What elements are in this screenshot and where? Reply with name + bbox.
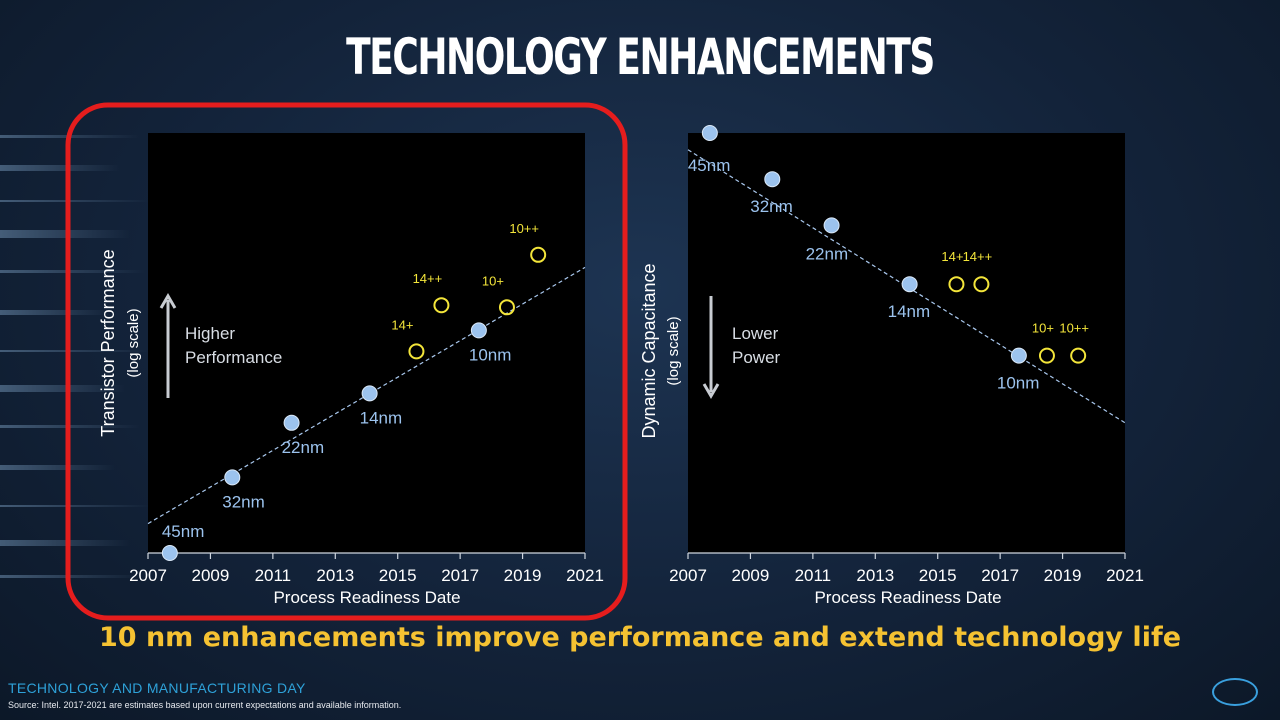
x-tick-label: 2009 <box>192 566 230 585</box>
x-tick-label: 2011 <box>255 566 292 585</box>
plot-area <box>148 133 585 553</box>
direction-indicator: Lower Power <box>702 296 781 399</box>
node-label-14nm: 14nm <box>360 408 403 427</box>
x-ticks: 2007 2009 2011 2013 2015 2017 2019 2021 <box>129 553 604 585</box>
node-point-14nm <box>901 276 918 293</box>
enhancement-label-10++: 10++ <box>509 221 539 236</box>
x-tick-label: 2021 <box>566 566 604 585</box>
x-tick-label: 2007 <box>129 566 167 585</box>
dynamic-capacitance-chart: 2007 2009 2011 2013 2015 2017 2019 2021 Lower P… <box>639 125 1144 607</box>
node-label-22nm: 22nm <box>282 438 325 457</box>
x-tick-label: 2017 <box>981 566 1019 585</box>
node-point-22nm <box>283 414 300 431</box>
enhancement-point-10++ <box>1070 347 1087 364</box>
x-tick-label: 2013 <box>316 566 354 585</box>
y-axis-title: Dynamic Capacitance <box>639 263 659 438</box>
enhancement-label-14+: 14+ <box>391 317 413 332</box>
enhancement-label-10+: 10+ <box>1032 321 1054 336</box>
node-point-10nm <box>470 322 487 339</box>
node-point-22nm <box>823 217 840 234</box>
direction-label-line2: Power <box>732 348 781 367</box>
y-axis-title: Transistor Performance <box>98 249 118 436</box>
enhancement-label-14++: 14++ <box>413 271 443 286</box>
node-point-32nm <box>764 171 781 188</box>
enhancement-point-14++ <box>973 276 990 293</box>
x-tick-label: 2021 <box>1106 566 1144 585</box>
enhancement-point-14+ <box>948 276 965 293</box>
direction-label-line1: Higher <box>185 324 235 343</box>
enhancement-label-14++: 14++ <box>963 249 993 264</box>
node-label-10nm: 10nm <box>997 374 1040 393</box>
x-tick-label: 2019 <box>1044 566 1082 585</box>
node-label-14nm: 14nm <box>888 302 931 321</box>
direction-label-line2: Performance <box>185 348 282 367</box>
slide-title: TECHNOLOGY ENHANCEMENTS <box>346 28 935 86</box>
y-axis-subtitle: (log scale) <box>665 316 682 385</box>
down-arrow-head-icon <box>702 383 720 399</box>
trendline <box>687 149 1126 424</box>
footer-source-note: Source: Intel. 2017-2021 are estimates b… <box>8 700 402 710</box>
direction-indicator: Higher Performance <box>159 293 282 398</box>
intel-logo <box>1212 678 1258 706</box>
node-label-45nm: 45nm <box>162 522 205 541</box>
enhancement-label-10++: 10++ <box>1059 321 1089 336</box>
enhancement-point-14+ <box>408 343 425 360</box>
x-tick-label: 2017 <box>441 566 479 585</box>
y-axis-subtitle: (log scale) <box>125 308 142 377</box>
up-arrow-head-icon <box>159 293 177 309</box>
tagline: 10 nm enhancements improve performance a… <box>98 622 1182 653</box>
node-label-32nm: 32nm <box>750 197 793 216</box>
x-tick-label: 2019 <box>504 566 542 585</box>
x-ticks: 2007 2009 2011 2013 2015 2017 2019 2021 <box>669 553 1144 585</box>
transistor-performance-chart: 2007 2009 2011 2013 2015 2017 2019 2021 Higher … <box>98 133 604 607</box>
x-tick-label: 2007 <box>669 566 707 585</box>
footer-event-name: TECHNOLOGY AND MANUFACTURING DAY <box>8 680 306 696</box>
node-point-14nm <box>361 385 378 402</box>
enhancement-point-10++ <box>530 246 547 263</box>
x-tick-label: 2009 <box>732 566 770 585</box>
plot-area <box>688 133 1125 553</box>
node-point-45nm <box>701 125 718 141</box>
node-point-32nm <box>224 469 241 486</box>
enhancement-point-10+ <box>498 299 515 316</box>
x-axis-title: Process Readiness Date <box>814 588 1001 607</box>
data-marks: 45nm 32nm 22nm 14nm 10nm 14+14++ 10+ 10++ <box>688 125 1089 393</box>
x-tick-label: 2015 <box>919 566 957 585</box>
x-axis-title: Process Readiness Date <box>273 588 460 607</box>
node-point-10nm <box>1010 347 1027 364</box>
x-tick-label: 2015 <box>379 566 417 585</box>
enhancement-point-14++ <box>433 297 450 314</box>
node-label-32nm: 32nm <box>222 492 265 511</box>
enhancement-point-10+ <box>1038 347 1055 364</box>
highlight-box <box>65 102 628 621</box>
enhancement-label-10+: 10+ <box>482 273 504 288</box>
direction-label-line1: Lower <box>732 324 779 343</box>
node-point-45nm <box>161 545 178 561</box>
x-tick-label: 2013 <box>856 566 894 585</box>
node-label-10nm: 10nm <box>469 345 512 364</box>
data-marks: 45nm 32nm 22nm 14nm 10nm 14+ 14++ 10+ 10++ <box>161 221 547 561</box>
node-label-22nm: 22nm <box>806 244 849 263</box>
enhancement-label-14+: 14+ <box>941 249 963 264</box>
node-label-45nm: 45nm <box>688 156 731 175</box>
x-tick-label: 2011 <box>795 566 832 585</box>
